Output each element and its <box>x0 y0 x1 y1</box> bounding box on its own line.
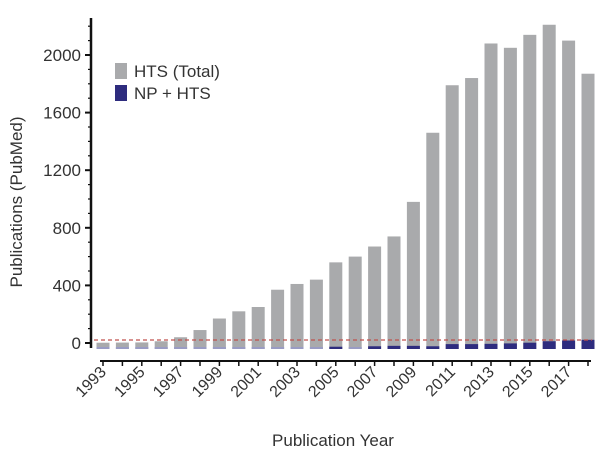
bar-hts-total-2001 <box>251 307 265 349</box>
bar-np-hts-2014 <box>503 343 517 349</box>
x-tick-label: 1995 <box>111 364 148 401</box>
bar-np-hts-2006 <box>348 347 362 349</box>
bars-layer <box>96 24 595 350</box>
bar-hts-total-1993 <box>96 342 110 349</box>
bar-hts-total-2002 <box>271 289 285 349</box>
bar-np-hts-2012 <box>465 344 479 349</box>
bar-np-hts-1998 <box>193 347 207 349</box>
bar-np-hts-2005 <box>329 346 343 349</box>
y-axis: 0 400 800 1200 1600 2000 <box>43 18 93 353</box>
x-axis-label: Publication Year <box>272 431 394 450</box>
bar-np-hts-2011 <box>445 344 459 349</box>
bar-hts-total-2012 <box>465 78 479 349</box>
x-tick-label: 2001 <box>228 364 265 401</box>
bar-hts-total-2014 <box>503 47 517 350</box>
bar-hts-total-2007 <box>368 246 382 349</box>
bar-hts-total-2015 <box>523 34 537 350</box>
bar-hts-total-2013 <box>484 43 498 349</box>
y-tick-label: 2000 <box>43 46 81 65</box>
bar-hts-total-2009 <box>406 201 420 349</box>
bar-hts-total-1996 <box>154 341 168 349</box>
bar-hts-total-2011 <box>445 85 459 350</box>
bar-np-hts-2013 <box>484 343 498 349</box>
y-tick-label: 1600 <box>43 104 81 123</box>
bar-hts-total-2003 <box>290 283 304 349</box>
bar-np-hts-2001 <box>251 347 265 349</box>
y-tick-label: 1200 <box>43 161 81 180</box>
y-tick-label: 400 <box>53 276 81 295</box>
x-tick-label: 2011 <box>423 364 459 400</box>
legend-swatch-np-hts <box>115 85 127 101</box>
bar-np-hts-2002 <box>271 347 285 349</box>
x-tick-label: 1997 <box>150 364 187 401</box>
bar-hts-total-2008 <box>387 236 401 349</box>
bar-np-hts-2015 <box>523 342 537 349</box>
bar-np-hts-1995 <box>135 347 149 349</box>
bar-hts-total-2017 <box>562 40 576 349</box>
bar-np-hts-1994 <box>115 347 129 349</box>
bar-hts-total-2018 <box>581 73 595 349</box>
legend: HTS (Total) NP + HTS <box>115 62 220 103</box>
bar-np-hts-2007 <box>368 346 382 349</box>
bar-np-hts-2010 <box>426 346 440 349</box>
x-tick-label: 2015 <box>499 364 536 401</box>
bar-np-hts-2016 <box>542 341 556 349</box>
legend-swatch-hts-total <box>115 63 127 79</box>
bar-hts-total-1995 <box>135 342 149 349</box>
x-tick-label: 2003 <box>267 364 304 401</box>
x-tick-label: 1993 <box>73 364 110 401</box>
bar-hts-total-2010 <box>426 132 440 349</box>
x-tick-label: 2005 <box>305 364 342 401</box>
y-tick-label: 0 <box>72 334 81 353</box>
bar-np-hts-2017 <box>562 340 576 349</box>
bar-hts-total-2004 <box>309 279 323 349</box>
bar-np-hts-2003 <box>290 347 304 349</box>
bar-np-hts-1993 <box>96 347 110 349</box>
bar-hts-total-2006 <box>348 256 362 349</box>
bar-hts-total-2000 <box>232 311 246 349</box>
bar-hts-total-1999 <box>212 318 226 349</box>
x-tick-label: 2007 <box>344 364 381 401</box>
x-tick-label: 2017 <box>538 364 575 401</box>
bar-np-hts-1999 <box>212 347 226 349</box>
bar-np-hts-2000 <box>232 347 246 349</box>
legend-label-np-hts: NP + HTS <box>134 84 211 103</box>
bar-np-hts-1996 <box>154 347 168 349</box>
bar-np-hts-2018 <box>581 339 595 349</box>
bar-np-hts-1997 <box>174 347 188 349</box>
y-tick-label: 800 <box>53 219 81 238</box>
bar-np-hts-2004 <box>309 347 323 349</box>
bar-hts-total-1997 <box>174 337 188 349</box>
bar-hts-total-2016 <box>542 24 556 349</box>
x-tick-label: 1999 <box>189 364 226 401</box>
x-tick-label: 2009 <box>383 364 420 401</box>
y-axis-label: Publications (PubMed) <box>7 116 26 287</box>
x-axis: 1993 1995 1997 1999 2001 2003 2005 2007 2009 2011… <box>73 360 591 401</box>
legend-label-hts-total: HTS (Total) <box>134 62 220 81</box>
bar-np-hts-2008 <box>387 345 401 349</box>
bar-hts-total-2005 <box>329 262 343 349</box>
bar-hts-total-1994 <box>115 342 129 349</box>
bar-np-hts-2009 <box>406 345 420 349</box>
x-tick-label: 2013 <box>461 364 498 401</box>
